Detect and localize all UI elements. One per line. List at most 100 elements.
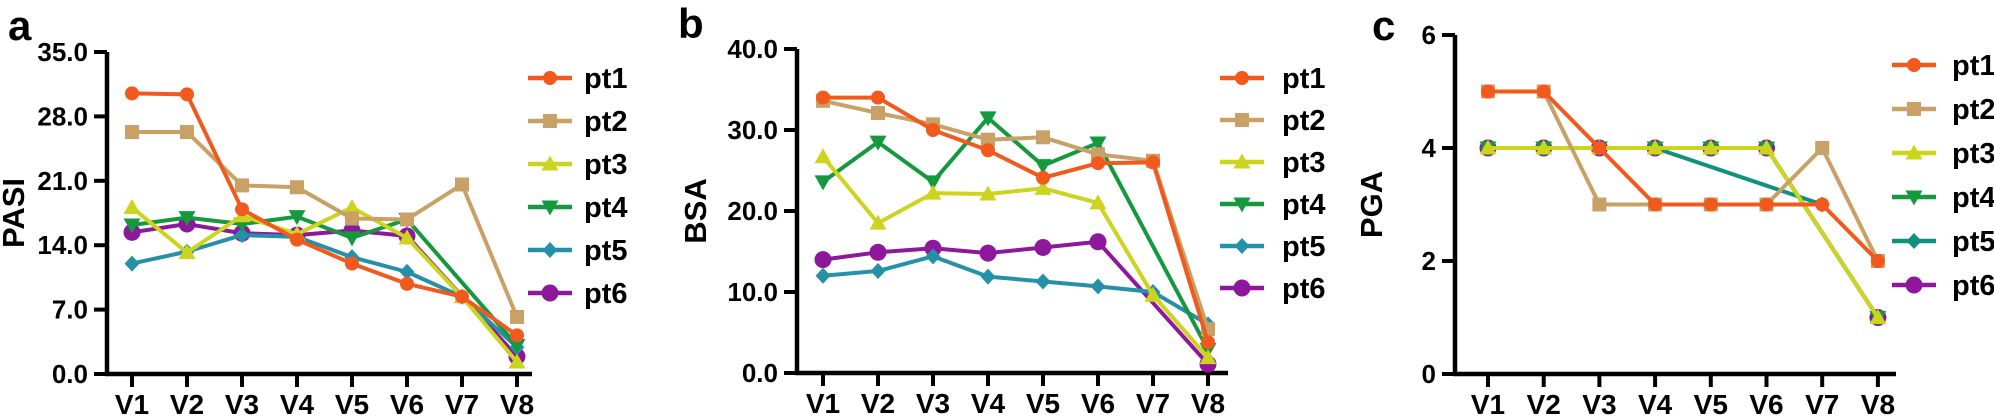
pt3-marker xyxy=(1702,139,1720,155)
pt2-marker xyxy=(1815,141,1830,155)
pt1-marker xyxy=(1870,254,1885,268)
legend-marker-pt5 xyxy=(542,242,558,258)
pt3-marker xyxy=(178,244,196,260)
pt1-marker xyxy=(345,256,359,271)
x-tick-label: V4 xyxy=(1638,389,1673,416)
legend-marker-pt3 xyxy=(541,155,559,171)
y-tick-label: 10.0 xyxy=(727,277,778,307)
pt5-marker xyxy=(870,262,886,279)
pt3-marker xyxy=(398,229,416,245)
pt1-marker xyxy=(455,289,469,304)
legend-label-pt4: pt4 xyxy=(584,192,628,224)
pt3-line xyxy=(821,154,1210,360)
legend-label-pt6: pt6 xyxy=(584,278,628,310)
pt1-line xyxy=(130,91,519,338)
legend-marker-pt1 xyxy=(1907,58,1921,72)
pt3-marker xyxy=(1869,309,1887,324)
x-tick-label: V3 xyxy=(225,389,259,416)
pt2-marker xyxy=(180,125,194,140)
pt1-marker xyxy=(235,202,249,217)
pt4-marker xyxy=(924,175,942,191)
chart-c-svg: 0 2 4 6 V1 V2 V3 V4 V5 V6 V7 V8 pt1 pt2 pt3 pt4 pt5 pt6 c P… xyxy=(1354,2,1994,416)
pt3-line xyxy=(130,205,519,365)
pt6-marker xyxy=(924,239,942,257)
pt3-marker xyxy=(814,148,832,164)
pt4-marker xyxy=(508,338,526,354)
pt3-line xyxy=(1486,146,1880,320)
pt3-marker xyxy=(1089,194,1107,210)
chart-b-svg: 0.0 10.0 20.0 30.0 40.0 V1 V2 V3 V4 V5 V6 V7 V8 pt1 pt… xyxy=(678,0,1326,416)
y-tick-label: 14.0 xyxy=(37,230,88,260)
y-tick-label: 4 xyxy=(1422,133,1437,163)
pt4-marker xyxy=(814,175,832,191)
y-tick-label: 0.0 xyxy=(742,358,778,388)
x-tick-label: V2 xyxy=(170,389,204,416)
pt3-marker xyxy=(343,198,361,214)
legend-marker-pt3 xyxy=(1905,144,1923,160)
pt2-marker xyxy=(345,211,359,226)
pt2-marker xyxy=(1036,130,1050,145)
pt1-line xyxy=(821,95,1210,345)
panel-b: 0.0 10.0 20.0 30.0 40.0 V1 V2 V3 V4 V5 V6 V7 V8 pt1 pt… xyxy=(660,0,1340,416)
y-tick-label: 30.0 xyxy=(727,115,778,145)
x-tick-label: V7 xyxy=(1805,389,1839,416)
pt1-marker xyxy=(1703,197,1718,212)
legend-marker-pt4 xyxy=(1905,190,1923,206)
y-tick-label: 40.0 xyxy=(727,34,778,64)
x-tick-label: V8 xyxy=(1861,389,1895,416)
panel-label-c: c xyxy=(1372,2,1395,49)
pt4-marker xyxy=(1034,159,1052,175)
pt6-marker xyxy=(1089,233,1107,251)
legend-marker-pt6 xyxy=(541,284,559,302)
pt2-marker xyxy=(455,177,469,192)
x-tick-label: V4 xyxy=(971,388,1006,416)
pt1-marker xyxy=(400,276,414,291)
legend-marker-pt1 xyxy=(543,71,557,85)
pt3-marker xyxy=(1034,179,1052,195)
pt1-marker xyxy=(816,90,830,105)
pt5-marker xyxy=(124,255,140,272)
legend-marker-pt6 xyxy=(1233,279,1251,297)
pt1-marker xyxy=(871,90,885,105)
y-axis-title-pasi: PASI xyxy=(0,178,31,248)
pt2-line xyxy=(130,130,519,319)
pt1-line xyxy=(1486,89,1880,263)
pt1-marker xyxy=(1146,155,1160,170)
pt5-marker xyxy=(925,248,941,265)
x-tick-label: V6 xyxy=(390,389,424,416)
pt1-marker xyxy=(1091,156,1105,171)
pt5-marker xyxy=(1090,278,1106,295)
pt1-marker xyxy=(1648,197,1663,212)
legend-label-pt3: pt3 xyxy=(584,149,628,181)
legend-label-pt6: pt6 xyxy=(1952,270,1994,302)
pt2-marker xyxy=(290,180,304,195)
legend-marker-pt2 xyxy=(1235,113,1249,127)
pt2-marker xyxy=(400,212,414,227)
chart-a-svg: 0.0 7.0 14.0 21.0 28.0 35.0 V1 V2 V3 V4 V5 V6 V7 V8 pt… xyxy=(0,2,628,416)
x-tick-label: V5 xyxy=(335,389,369,416)
y-tick-label: 21.0 xyxy=(37,166,88,196)
x-tick-label: V7 xyxy=(445,389,479,416)
pt4-marker xyxy=(343,231,361,247)
legend-label-pt5: pt5 xyxy=(584,235,628,267)
pt5-marker xyxy=(399,263,415,280)
pt6-marker xyxy=(869,243,887,261)
pt4-marker xyxy=(178,211,196,227)
pt5-marker xyxy=(815,267,831,284)
y-tick-label: 28.0 xyxy=(37,101,88,131)
legend-label-pt5: pt5 xyxy=(1282,231,1326,263)
pt1-marker xyxy=(180,87,194,102)
x-tick-label: V2 xyxy=(1527,389,1561,416)
pt2-marker xyxy=(235,178,249,193)
x-tick-label: V1 xyxy=(1471,389,1505,416)
x-tick-label: V5 xyxy=(1026,388,1060,416)
legend-marker-pt5 xyxy=(1906,233,1922,249)
legend-label-pt3: pt3 xyxy=(1282,147,1326,179)
pt1-marker xyxy=(1759,197,1774,212)
legend-marker-pt6 xyxy=(1905,276,1923,294)
pt2-line xyxy=(1486,89,1880,263)
y-tick-label: 20.0 xyxy=(727,196,778,226)
pt3-marker xyxy=(1199,349,1217,365)
pt3-marker xyxy=(924,184,942,200)
pt4-line xyxy=(1486,146,1880,320)
